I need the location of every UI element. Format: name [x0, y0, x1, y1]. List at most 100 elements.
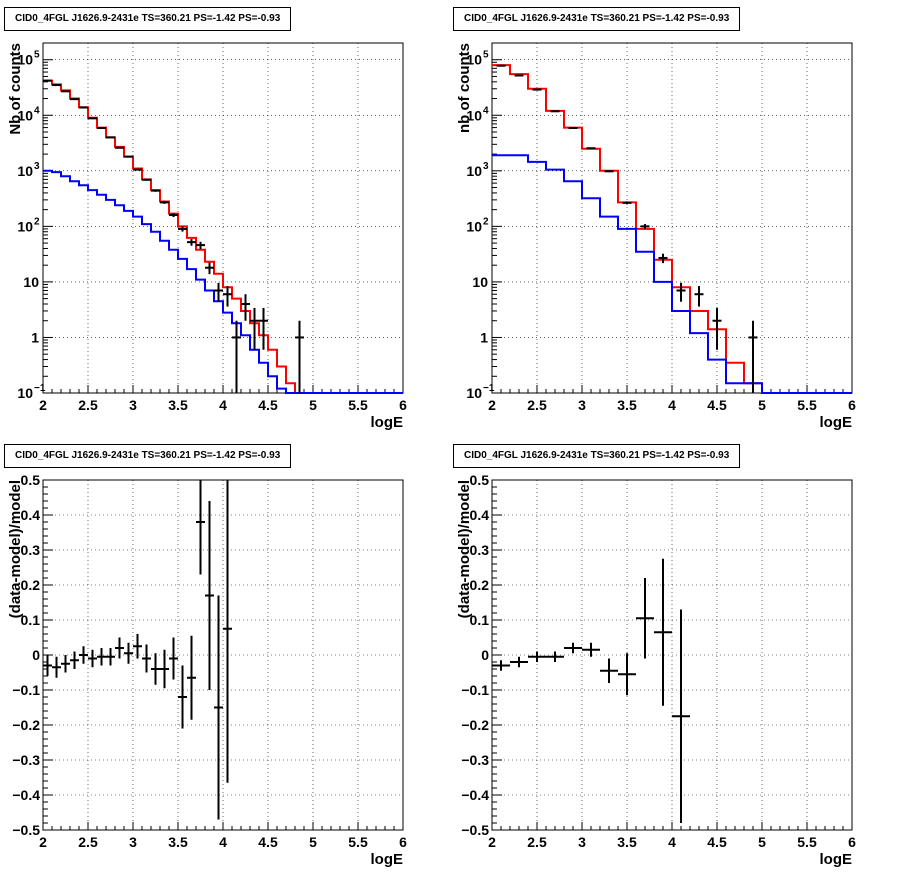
panel-title-2: CID0_4FGL J1626.9-2431e TS=360.21 PS=-1.… [453, 7, 741, 31]
data-point [232, 320, 241, 393]
y-tick-label: 10 [466, 107, 482, 123]
y-tick-label: 10 [17, 107, 33, 123]
x-axis-title: logE [820, 414, 853, 431]
data-point [712, 307, 722, 350]
series-line-blue [43, 169, 403, 394]
x-tick-label: 2.5 [527, 397, 547, 413]
y-tick-exponent: 2 [34, 216, 40, 227]
data-point [600, 658, 618, 683]
data-point [672, 609, 690, 823]
y-tick-label: 10 [466, 218, 482, 234]
data-point [636, 578, 654, 659]
data-point [88, 117, 97, 120]
data-point [510, 656, 528, 668]
data-point [205, 262, 214, 275]
y-tick-label: −0.4 [12, 787, 40, 803]
y-tick-exponent: 2 [483, 216, 489, 227]
y-tick-label: 0.1 [470, 612, 490, 628]
data-point [178, 226, 187, 232]
data-point [97, 126, 106, 129]
data-point [582, 642, 600, 657]
y-axis-title: nb of counts [456, 43, 473, 133]
data-point [160, 649, 169, 689]
x-tick-label: 6 [848, 834, 856, 850]
data-point [61, 655, 70, 673]
x-tick-label: 4 [668, 397, 676, 413]
y-tick-exponent: −1 [483, 383, 495, 394]
data-point [241, 294, 250, 321]
data-point [223, 480, 232, 783]
x-tick-label: 3 [578, 834, 586, 850]
y-tick-label: 10 [472, 274, 488, 290]
data-point [654, 558, 672, 706]
y-tick-exponent: 5 [483, 50, 489, 61]
x-tick-label: 5 [758, 397, 766, 413]
data-point [106, 136, 115, 139]
y-tick-label: −0.5 [12, 822, 40, 838]
y-tick-exponent: −1 [34, 383, 46, 394]
y-tick-label: 10 [466, 385, 482, 401]
y-tick-label: 0.3 [21, 542, 41, 558]
x-tick-label: 6 [399, 834, 407, 850]
x-tick-label: 2.5 [527, 834, 547, 850]
data-point [259, 307, 268, 350]
data-point [223, 286, 232, 307]
data-point [568, 126, 578, 129]
y-tick-label: −0.1 [461, 682, 489, 698]
x-tick-label: 4.5 [707, 834, 727, 850]
data-point [169, 213, 178, 218]
data-point [658, 253, 668, 264]
y-tick-label: 10 [17, 218, 33, 234]
data-point [151, 189, 160, 192]
y-axis-title: (data-model)/model [7, 480, 24, 618]
data-point [618, 653, 636, 696]
x-tick-label: 5.5 [348, 834, 368, 850]
y-tick-label: 0 [32, 647, 40, 663]
data-point [196, 241, 205, 249]
panel-title-1: CID0_4FGL J1626.9-2431e TS=360.21 PS=-1.… [4, 7, 292, 31]
data-point [79, 646, 88, 664]
data-point [133, 168, 142, 171]
y-tick-label: −0.2 [461, 717, 489, 733]
data-point [97, 648, 106, 666]
data-point [88, 649, 97, 668]
y-tick-label: 0 [481, 647, 489, 663]
x-tick-label: 5 [758, 834, 766, 850]
y-tick-exponent: 3 [483, 161, 489, 172]
y-axis-title: Nb of counts [7, 43, 24, 135]
y-tick-label: −0.2 [12, 717, 40, 733]
data-point [52, 656, 61, 678]
data-point [115, 146, 124, 149]
data-point [70, 651, 79, 669]
data-point [694, 286, 704, 307]
x-tick-label: 5 [309, 397, 317, 413]
x-tick-label: 4 [668, 834, 676, 850]
data-point [546, 651, 564, 662]
data-point [142, 178, 151, 181]
y-tick-label: −0.3 [461, 752, 489, 768]
x-tick-label: 4 [219, 397, 227, 413]
x-axis-title: logE [820, 851, 853, 868]
y-tick-label: 0.5 [470, 472, 490, 488]
data-point [250, 307, 259, 350]
x-tick-label: 2 [39, 834, 47, 850]
x-tick-label: 5.5 [797, 834, 817, 850]
data-point [528, 651, 546, 662]
x-tick-label: 2.5 [78, 834, 98, 850]
data-point [196, 480, 205, 575]
y-tick-label: −0.3 [12, 752, 40, 768]
x-tick-label: 4.5 [258, 397, 278, 413]
data-point [640, 224, 650, 229]
chart-panel-4: 2 2.5 3 3.5 4 4.5 5 5.5 6 −0.5 −0.4 −0.3 −0.2 −0.1 0 0.… [456, 472, 856, 868]
data-point [151, 653, 160, 685]
y-tick-exponent: 4 [483, 105, 489, 116]
x-tick-label: 3.5 [168, 834, 188, 850]
y-tick-label: 0.4 [470, 507, 490, 523]
x-tick-label: 4.5 [707, 397, 727, 413]
x-tick-label: 2.5 [78, 397, 98, 413]
data-point [492, 660, 510, 671]
plot-frame [491, 42, 853, 394]
